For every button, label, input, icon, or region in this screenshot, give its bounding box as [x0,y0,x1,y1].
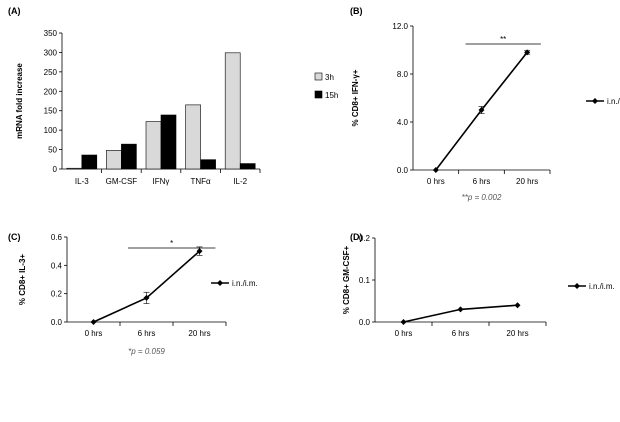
chart-a-x-tick-label: IFNγ [153,177,170,186]
chart-a-legend-label-15h: 15h [325,91,338,100]
chart-a-bar-3h-2 [145,121,162,170]
chart-a-x-tick-label: IL-2 [233,177,247,186]
chart-b-y-tick-label: 4.0 [397,118,409,127]
chart-b-point-0 [432,167,439,173]
chart-c-footnote: *p = 0.059 [128,347,165,356]
chart-c-y-tick-label: 0.2 [51,290,63,299]
chart-a-bar-3h-3 [185,104,201,170]
chart-d-y-tick-label: 0.2 [359,234,371,243]
chart-a-legend-swatch-15h [314,90,323,99]
chart-a-legend-swatch-3h [314,72,323,81]
chart-d-legend-label: i.n./i.m. [589,282,615,291]
chart-b-x-tick-label: 20 hrs [516,177,538,186]
chart-b-x-tick-label: 0 hrs [427,177,445,186]
chart-a-y-tick-label: 350 [44,29,58,38]
chart-d-point-2 [514,302,521,309]
chart-d-x-tick-label: 6 hrs [452,329,470,338]
chart-c-point-1 [143,294,150,301]
chart-c-point-2 [196,248,203,255]
chart-c-x-tick-label: 20 hrs [188,329,210,338]
chart-c-legend-label: i.n./i.m. [232,279,258,288]
chart-b-panel-label: (B) [350,6,363,16]
chart-d-y-tick-label: 0.1 [359,276,371,285]
chart-a-x-tick-label: IL-3 [75,177,89,186]
chart-b-legend-label: i.n./i.m. [607,97,620,106]
chart-a-bar-3h-1 [106,150,122,170]
chart-c-series-line [93,250,201,323]
chart-a-bar-15h-3 [200,159,216,170]
chart-a-y-tick-label: 150 [44,107,58,116]
chart-a-bar-3h-0 [66,167,83,170]
chart-b-y-tick-label: 0.0 [397,166,409,175]
chart-a-bar-15h-2 [160,114,177,170]
chart-a-y-tick-label: 0 [53,165,58,174]
chart-a-y-tick-label: 100 [44,126,58,135]
chart-a-y-axis-label: mRNA fold increase [15,63,24,139]
chart-a-x-tick-label: TNFα [191,177,212,186]
chart-d-x-tick-label: 20 hrs [506,329,528,338]
chart-d-point-1 [457,306,464,313]
chart-c-legend-marker [217,280,223,286]
chart-b-point-2 [524,49,531,56]
chart-d-legend-marker [574,283,580,289]
chart-d-y-axis-label: % CD8+ GM-CSF+ [342,245,351,314]
chart-b-point-1 [478,107,485,113]
chart-a-x-tick-label: GM-CSF [106,177,138,186]
chart-b-y-axis-label: % CD8+ IFN-γ+ [351,69,360,126]
chart-a-bar-15h-4 [239,163,256,170]
chart-a-bar-15h-1 [121,143,137,170]
chart-b-y-tick-label: 12.0 [392,22,408,31]
chart-c-y-tick-label: 0.0 [51,318,63,327]
chart-d-panel-label: (D) [350,232,363,242]
chart-b-legend-marker [592,98,598,104]
chart-a-bar-15h-0 [81,154,98,170]
chart-a-bar-3h-4 [224,52,241,170]
chart-a-legend-label-3h: 3h [325,73,334,82]
chart-b-footnote: **p = 0.002 [462,193,502,202]
chart-b-y-tick-label: 8.0 [397,70,409,79]
chart-d-point-0 [400,319,407,325]
chart-a-y-tick-label: 50 [48,146,57,155]
chart-c-panel-label: (C) [8,232,21,242]
chart-c-y-tick-label: 0.6 [51,233,63,242]
chart-a-y-tick-label: 300 [44,48,58,57]
chart-d-x-tick-label: 0 hrs [395,329,413,338]
chart-c-significance-label: * [170,239,173,248]
chart-a-y-tick-label: 250 [44,68,58,77]
chart-c-x-tick-label: 6 hrs [138,329,156,338]
chart-c-y-tick-label: 0.4 [51,261,63,270]
chart-a-y-tick-label: 200 [44,87,58,96]
chart-c-x-tick-label: 0 hrs [85,329,103,338]
chart-d-y-tick-label: 0.0 [359,318,371,327]
chart-c-point-0 [90,319,97,325]
chart-a-panel-label: (A) [8,6,21,16]
chart-b-x-tick-label: 6 hrs [473,177,491,186]
chart-b-significance-label: ** [500,35,506,44]
chart-c-y-axis-label: % CD8+ IL-3+ [18,254,27,305]
